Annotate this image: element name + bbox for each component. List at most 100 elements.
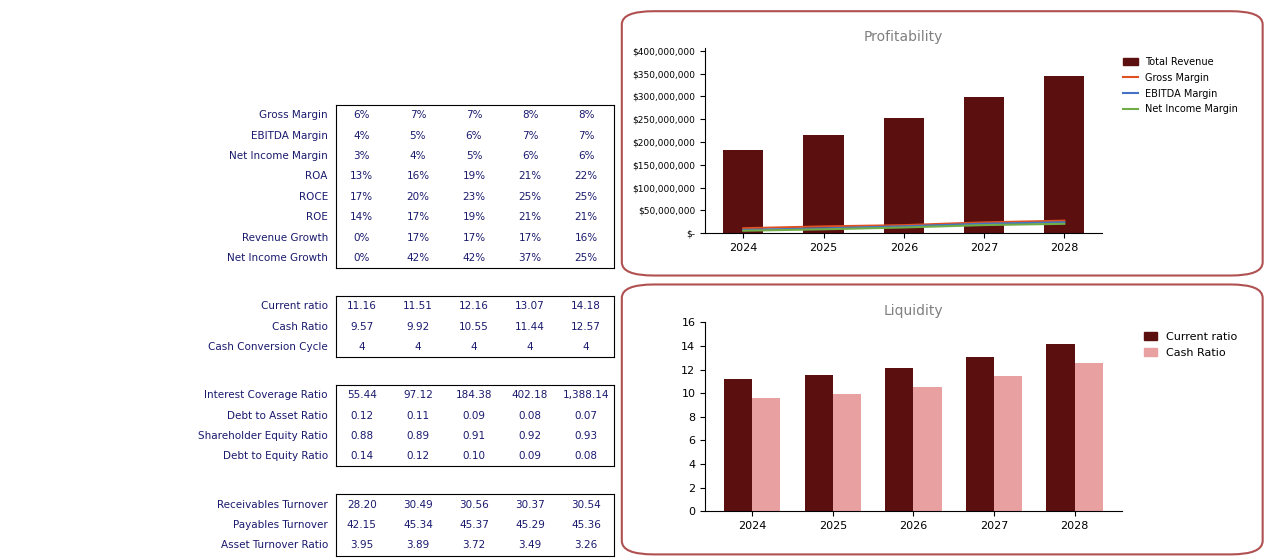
Text: 0.12: 0.12 (406, 451, 429, 461)
Bar (805, 375, 832, 511)
Text: 2025: 2025 (404, 58, 435, 71)
Text: 8%: 8% (522, 110, 538, 120)
Text: 9.57: 9.57 (350, 321, 373, 332)
Text: 19%: 19% (462, 171, 486, 181)
Text: 3.49: 3.49 (519, 540, 542, 550)
Bar (725, 380, 753, 511)
Text: 0%: 0% (354, 232, 371, 242)
Text: 6%: 6% (466, 131, 482, 141)
Text: 12.16: 12.16 (459, 301, 489, 311)
Text: 17%: 17% (519, 232, 542, 242)
Text: Efficiency Ratio: Efficiency Ratio (39, 479, 137, 489)
Text: 6%: 6% (354, 110, 371, 120)
Text: 4: 4 (471, 342, 477, 352)
Text: Debt to Equity Ratio: Debt to Equity Ratio (223, 451, 327, 461)
Text: 5%: 5% (466, 151, 482, 161)
Bar (886, 367, 914, 511)
Text: 30.54: 30.54 (571, 500, 602, 510)
Bar (964, 97, 1004, 233)
Text: 0.11: 0.11 (406, 410, 429, 421)
Text: Interest Coverage Ratio: Interest Coverage Ratio (204, 390, 327, 400)
Text: 0.10: 0.10 (462, 451, 486, 461)
Text: 4: 4 (415, 342, 421, 352)
Text: 45.34: 45.34 (404, 520, 433, 530)
Text: 1,388.14: 1,388.14 (563, 390, 609, 400)
Text: 17%: 17% (406, 232, 429, 242)
Text: 0%: 0% (354, 253, 371, 263)
Text: Shareholder Equity Ratio: Shareholder Equity Ratio (198, 431, 327, 441)
Text: Liquidity Ratios: Liquidity Ratios (39, 281, 137, 291)
Text: 0.92: 0.92 (519, 431, 542, 441)
Text: 14%: 14% (350, 212, 373, 222)
Text: 4%: 4% (354, 131, 371, 141)
Text: Solvency Ratio: Solvency Ratio (39, 370, 132, 380)
Text: Profitability Ratios: Profitability Ratios (39, 90, 157, 100)
Text: 0.09: 0.09 (462, 410, 486, 421)
FancyBboxPatch shape (622, 11, 1263, 276)
Bar (914, 386, 942, 511)
Text: 0.07: 0.07 (575, 410, 598, 421)
Text: 6%: 6% (577, 151, 594, 161)
Text: 17%: 17% (462, 232, 486, 242)
Text: 97.12: 97.12 (404, 390, 433, 400)
Text: 9.92: 9.92 (406, 321, 429, 332)
Text: 4: 4 (582, 342, 590, 352)
Text: Net Income Margin: Net Income Margin (230, 151, 327, 161)
Text: 0.89: 0.89 (406, 431, 429, 441)
Bar (753, 398, 780, 511)
Text: 11.16: 11.16 (346, 301, 377, 311)
Text: Revenue Growth: Revenue Growth (241, 232, 327, 242)
Text: 3.89: 3.89 (406, 540, 429, 550)
Text: Net Income Growth: Net Income Growth (227, 253, 327, 263)
Text: 0.08: 0.08 (575, 451, 598, 461)
Text: 3%: 3% (354, 151, 371, 161)
Text: 2027: 2027 (514, 58, 546, 71)
Text: 42.15: 42.15 (346, 520, 377, 530)
Text: 3.26: 3.26 (575, 540, 598, 550)
Bar (1044, 76, 1085, 233)
Text: Cash Ratio: Cash Ratio (272, 321, 327, 332)
Text: 21%: 21% (575, 212, 598, 222)
Text: 45.36: 45.36 (571, 520, 602, 530)
Text: 6%: 6% (522, 151, 538, 161)
Text: Cash Conversion Cycle: Cash Conversion Cycle (208, 342, 327, 352)
Text: 42%: 42% (462, 253, 486, 263)
Text: 30.49: 30.49 (404, 500, 433, 510)
Bar (1047, 344, 1075, 511)
Text: 0.91: 0.91 (462, 431, 486, 441)
Text: 30.37: 30.37 (515, 500, 544, 510)
Text: 16%: 16% (406, 171, 429, 181)
Text: 2026: 2026 (458, 58, 491, 71)
Text: 0.88: 0.88 (350, 431, 373, 441)
Bar (883, 118, 924, 233)
Text: 0.09: 0.09 (519, 451, 542, 461)
Text: 4%: 4% (410, 151, 426, 161)
Text: 2024: 2024 (348, 58, 381, 71)
Text: 25%: 25% (519, 192, 542, 202)
Bar (803, 135, 844, 233)
Text: 3.95: 3.95 (350, 540, 373, 550)
Text: Asset Turnover Ratio: Asset Turnover Ratio (221, 540, 327, 550)
Text: Current ratio: Current ratio (261, 301, 327, 311)
Text: Gross Margin: Gross Margin (259, 110, 327, 120)
Text: 25%: 25% (575, 253, 598, 263)
Text: 45.29: 45.29 (515, 520, 544, 530)
Legend: Current ratio, Cash Ratio: Current ratio, Cash Ratio (1140, 328, 1242, 362)
Text: 42%: 42% (406, 253, 429, 263)
Legend: Total Revenue, Gross Margin, EBITDA Margin, Net Income Margin: Total Revenue, Gross Margin, EBITDA Marg… (1119, 53, 1242, 118)
Text: 4: 4 (527, 342, 533, 352)
Text: 21%: 21% (519, 212, 542, 222)
Text: 23%: 23% (462, 192, 486, 202)
Text: 30.56: 30.56 (459, 500, 489, 510)
Text: ROE: ROE (306, 212, 327, 222)
Title: Liquidity: Liquidity (883, 304, 943, 318)
Text: 8%: 8% (577, 110, 594, 120)
Bar (1075, 363, 1103, 511)
Bar (723, 150, 764, 233)
Text: EBITDA Margin: EBITDA Margin (251, 131, 327, 141)
Text: 16%: 16% (575, 232, 598, 242)
Text: KPIs and Ratios: KPIs and Ratios (298, 12, 482, 32)
Text: 7%: 7% (466, 110, 482, 120)
Text: 7%: 7% (522, 131, 538, 141)
Text: 55.44: 55.44 (346, 390, 377, 400)
